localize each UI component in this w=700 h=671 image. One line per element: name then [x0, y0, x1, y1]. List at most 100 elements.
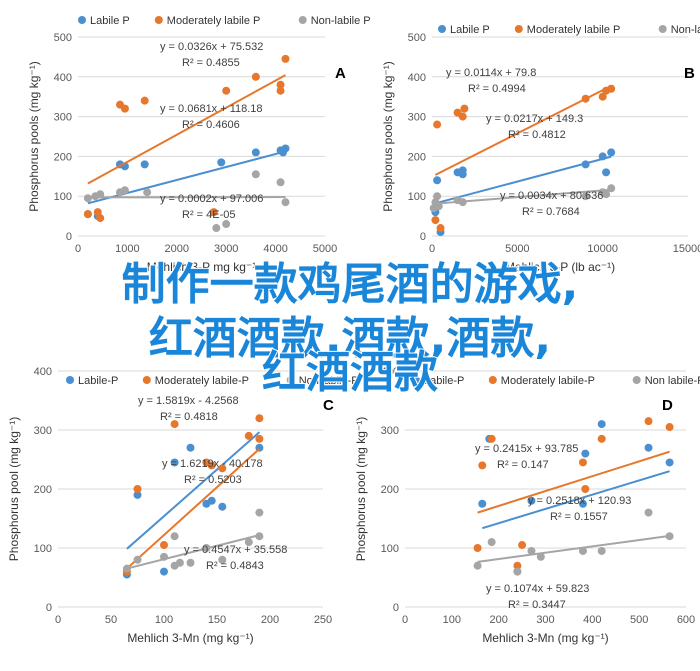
trend-equation: y = 0.2415x + 93.785 — [475, 443, 578, 455]
data-point — [644, 417, 653, 426]
legend-marker — [632, 376, 641, 384]
data-point — [644, 508, 653, 517]
trend-equation: y = 0.4547x + 35.558 — [184, 544, 287, 556]
legend-marker — [514, 25, 523, 33]
overlay-text-line-1: 制作一款鸡尾酒的游戏, — [121, 258, 580, 311]
trend-equation: y = 0.0217x + 149.3 — [486, 113, 583, 125]
data-point — [597, 434, 606, 443]
data-point — [255, 434, 264, 443]
trend-equation: y = 0.0002x + 97.006 — [160, 193, 263, 205]
legend-marker — [66, 376, 74, 384]
y-axis-label: Phosphorus pools (mg kg⁻¹) — [27, 61, 41, 211]
data-point — [581, 485, 590, 493]
y-tick-label: 200 — [34, 484, 52, 496]
data-point — [581, 160, 590, 169]
legend-item: Moderately labile-P — [155, 375, 249, 387]
chart-panel-b: 0100200300400500050001000015000Mehlich 3… — [381, 24, 700, 274]
data-point — [222, 86, 231, 95]
trend-r2: R² = 0.1557 — [550, 511, 608, 523]
data-point — [120, 104, 129, 113]
y-tick-label: 400 — [381, 366, 399, 378]
data-point — [133, 490, 142, 499]
chart-panel-d: 0 100 200 300 400 0 100 200 300 400 500 600 Mehlich … — [354, 366, 700, 645]
x-axis-label: Mehlich 3-P (lb ac⁻¹) — [505, 260, 615, 274]
data-point — [202, 544, 211, 552]
data-point — [597, 420, 606, 429]
legend-marker — [488, 376, 497, 384]
trend-equation: y = 1.6219x - 40.178 — [162, 458, 263, 470]
trendline — [481, 470, 670, 530]
data-point — [281, 198, 290, 207]
x-axis-label: Mehlich 3-Mn (mg kg⁻¹) — [127, 631, 253, 645]
trend-equation: y = 0.1074x + 59.823 — [486, 583, 589, 595]
data-point — [218, 464, 227, 473]
data-point — [255, 414, 264, 423]
data-point — [207, 461, 216, 470]
data-point — [255, 532, 264, 541]
data-point — [217, 158, 226, 167]
x-tick-label: 400 — [583, 614, 601, 626]
y-tick-label: 300 — [34, 425, 52, 437]
data-point — [140, 160, 149, 169]
y-axis-label: Phosphorus pool (mg kg⁻¹) — [7, 417, 21, 561]
y-axis-label: Phosphorus pool (mg kg⁻¹) — [354, 417, 368, 561]
y-tick-label: 500 — [54, 32, 72, 44]
x-tick-label: 50 — [105, 614, 117, 626]
data-point — [244, 431, 253, 440]
trendline — [477, 450, 670, 514]
legend-item: Non-labile P — [311, 15, 371, 27]
data-point — [83, 194, 92, 203]
legend-item: Moderately labile P — [167, 15, 261, 27]
trendline — [126, 431, 261, 550]
data-point — [433, 120, 442, 129]
data-point — [170, 420, 179, 429]
data-point — [244, 538, 253, 547]
data-point — [433, 176, 442, 185]
trend-r2: R² = 0.4855 — [182, 57, 240, 69]
trend-equation: y = 0.0034x + 80.636 — [500, 190, 603, 202]
trendline — [126, 534, 260, 570]
x-tick-label: 300 — [536, 614, 554, 626]
legend-item: Non-labile P — [671, 24, 700, 36]
y-tick-label: 100 — [54, 191, 72, 203]
legend-item: Labile-P — [424, 375, 464, 387]
legend-marker — [154, 16, 163, 24]
y-tick-label: 300 — [54, 112, 72, 124]
trendline — [434, 85, 612, 176]
data-point — [170, 458, 179, 467]
trend-r2: R² = 0.4994 — [468, 83, 526, 95]
trend-r2: R² = 0.5203 — [184, 474, 242, 486]
data-point — [222, 220, 231, 229]
data-point — [527, 546, 536, 555]
trend-r2: R² = 0.7684 — [522, 206, 580, 218]
data-point — [436, 224, 445, 233]
x-tick-label: 200 — [261, 614, 279, 626]
y-tick-label: 300 — [408, 112, 426, 124]
x-tick-label: 0 — [402, 614, 408, 626]
trendline — [477, 534, 670, 563]
x-tick-label: 100 — [155, 614, 173, 626]
data-point — [279, 148, 288, 157]
x-tick-label: 5000 — [505, 243, 529, 255]
panel-letter: C — [323, 397, 334, 414]
data-point — [120, 186, 129, 195]
legend-item: Moderately labile-P — [501, 375, 595, 387]
data-point — [122, 564, 131, 573]
legend-marker — [298, 16, 307, 24]
y-tick-label: 100 — [34, 543, 52, 555]
legend-marker — [438, 25, 446, 33]
legend-marker — [78, 16, 86, 24]
data-point — [578, 458, 587, 467]
trend-r2: R² = 0.147 — [497, 459, 549, 471]
legend-item: Labile-P — [78, 375, 118, 387]
y-tick-label: 100 — [408, 191, 426, 203]
x-axis-label: Mehlich 3-P mg kg⁻¹ — [147, 260, 256, 274]
panel-letter: A — [335, 65, 346, 82]
data-point — [536, 552, 545, 561]
data-point — [133, 485, 142, 493]
data-point — [607, 148, 616, 157]
data-point — [578, 499, 587, 508]
trend-equation: y = 0.0114x + 79.8 — [446, 67, 536, 79]
legend-item: Moderately labile P — [527, 24, 621, 36]
